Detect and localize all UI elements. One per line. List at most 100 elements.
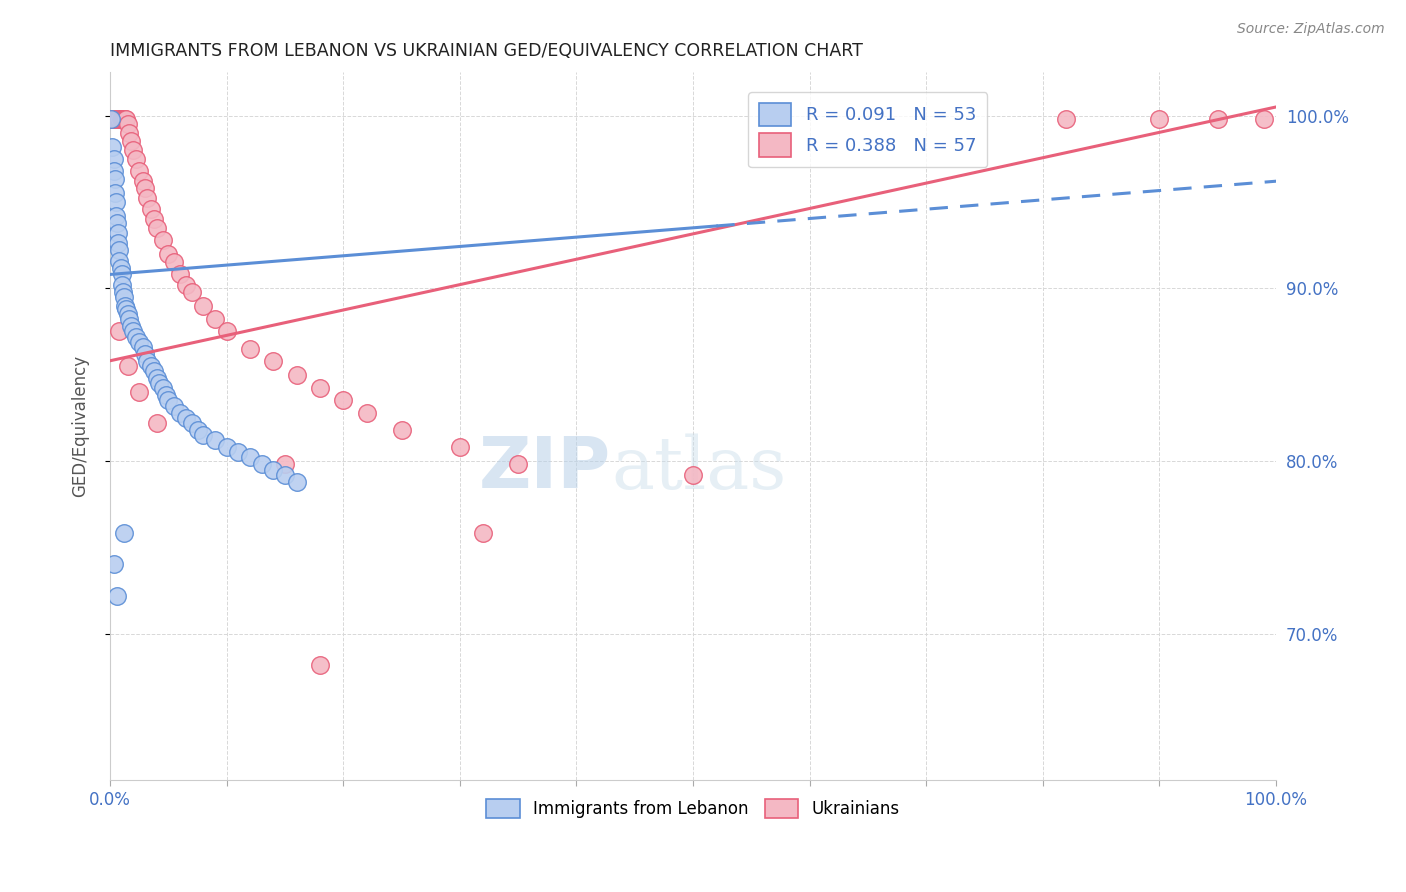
Point bbox=[1253, 112, 1275, 126]
Point bbox=[136, 353, 159, 368]
Point bbox=[108, 253, 131, 268]
Point bbox=[105, 112, 128, 126]
Point bbox=[163, 399, 186, 413]
Point bbox=[104, 186, 127, 201]
Point bbox=[104, 112, 127, 126]
Point bbox=[145, 371, 167, 385]
Point bbox=[118, 312, 141, 326]
Point bbox=[125, 329, 148, 343]
Point bbox=[215, 325, 238, 339]
Legend: Immigrants from Lebanon, Ukrainians: Immigrants from Lebanon, Ukrainians bbox=[479, 792, 907, 825]
Point bbox=[163, 255, 186, 269]
Point bbox=[139, 359, 162, 373]
Point bbox=[193, 428, 215, 442]
Point bbox=[104, 194, 127, 209]
Point bbox=[508, 458, 530, 472]
Point bbox=[228, 445, 250, 459]
Point bbox=[108, 112, 131, 126]
Point bbox=[152, 233, 174, 247]
Point bbox=[118, 126, 141, 140]
Point bbox=[169, 268, 191, 282]
Point bbox=[285, 368, 308, 382]
Point bbox=[125, 152, 148, 166]
Text: Source: ZipAtlas.com: Source: ZipAtlas.com bbox=[1237, 22, 1385, 37]
Point bbox=[120, 135, 142, 149]
Point bbox=[110, 112, 132, 126]
Point bbox=[103, 558, 125, 572]
Point bbox=[1149, 112, 1171, 126]
Point bbox=[157, 246, 180, 260]
Point bbox=[108, 112, 131, 126]
Point bbox=[101, 112, 124, 126]
Point bbox=[391, 423, 413, 437]
Point bbox=[1206, 112, 1229, 126]
Point bbox=[262, 353, 284, 368]
Point bbox=[134, 181, 156, 195]
Point bbox=[128, 384, 150, 399]
Point bbox=[110, 260, 132, 275]
Point bbox=[204, 312, 226, 326]
Point bbox=[682, 467, 704, 482]
Y-axis label: GED/Equivalency: GED/Equivalency bbox=[72, 355, 89, 498]
Point bbox=[132, 340, 155, 354]
Point bbox=[174, 410, 197, 425]
Point bbox=[104, 112, 127, 126]
Point bbox=[103, 164, 125, 178]
Text: atlas: atlas bbox=[612, 434, 787, 504]
Point bbox=[114, 112, 136, 126]
Point bbox=[122, 143, 145, 157]
Point bbox=[180, 285, 202, 299]
Text: ZIP: ZIP bbox=[479, 434, 612, 503]
Point bbox=[104, 209, 127, 223]
Point bbox=[108, 325, 131, 339]
Point bbox=[139, 202, 162, 216]
Point bbox=[239, 342, 262, 356]
Point bbox=[103, 112, 125, 126]
Point bbox=[143, 212, 166, 227]
Point bbox=[111, 112, 134, 126]
Point bbox=[107, 236, 129, 251]
Point bbox=[239, 450, 262, 465]
Point bbox=[285, 475, 308, 489]
Point bbox=[108, 244, 131, 258]
Point bbox=[136, 191, 159, 205]
Point bbox=[115, 301, 138, 316]
Point bbox=[157, 393, 180, 408]
Point bbox=[128, 164, 150, 178]
Point bbox=[174, 277, 197, 292]
Point bbox=[111, 277, 134, 292]
Point bbox=[145, 416, 167, 430]
Point bbox=[115, 112, 138, 126]
Point bbox=[134, 347, 156, 361]
Point bbox=[449, 440, 471, 454]
Text: IMMIGRANTS FROM LEBANON VS UKRAINIAN GED/EQUIVALENCY CORRELATION CHART: IMMIGRANTS FROM LEBANON VS UKRAINIAN GED… bbox=[110, 42, 863, 60]
Point bbox=[117, 117, 139, 131]
Point bbox=[103, 152, 125, 166]
Point bbox=[112, 526, 135, 541]
Point bbox=[111, 268, 134, 282]
Point bbox=[332, 393, 354, 408]
Point bbox=[274, 467, 297, 482]
Point bbox=[215, 440, 238, 454]
Point bbox=[100, 112, 122, 126]
Point bbox=[128, 334, 150, 349]
Point bbox=[152, 381, 174, 395]
Point bbox=[155, 388, 177, 402]
Point bbox=[148, 376, 170, 391]
Point bbox=[180, 416, 202, 430]
Point bbox=[309, 657, 332, 672]
Point bbox=[107, 226, 129, 240]
Point bbox=[143, 364, 166, 378]
Point bbox=[472, 526, 495, 541]
Point bbox=[120, 319, 142, 334]
Point bbox=[112, 112, 135, 126]
Point bbox=[101, 139, 124, 153]
Point bbox=[1054, 112, 1077, 126]
Point bbox=[104, 172, 127, 186]
Point bbox=[117, 359, 139, 373]
Point bbox=[186, 423, 208, 437]
Point bbox=[309, 381, 332, 395]
Point bbox=[107, 112, 129, 126]
Point bbox=[169, 406, 191, 420]
Point bbox=[105, 589, 128, 603]
